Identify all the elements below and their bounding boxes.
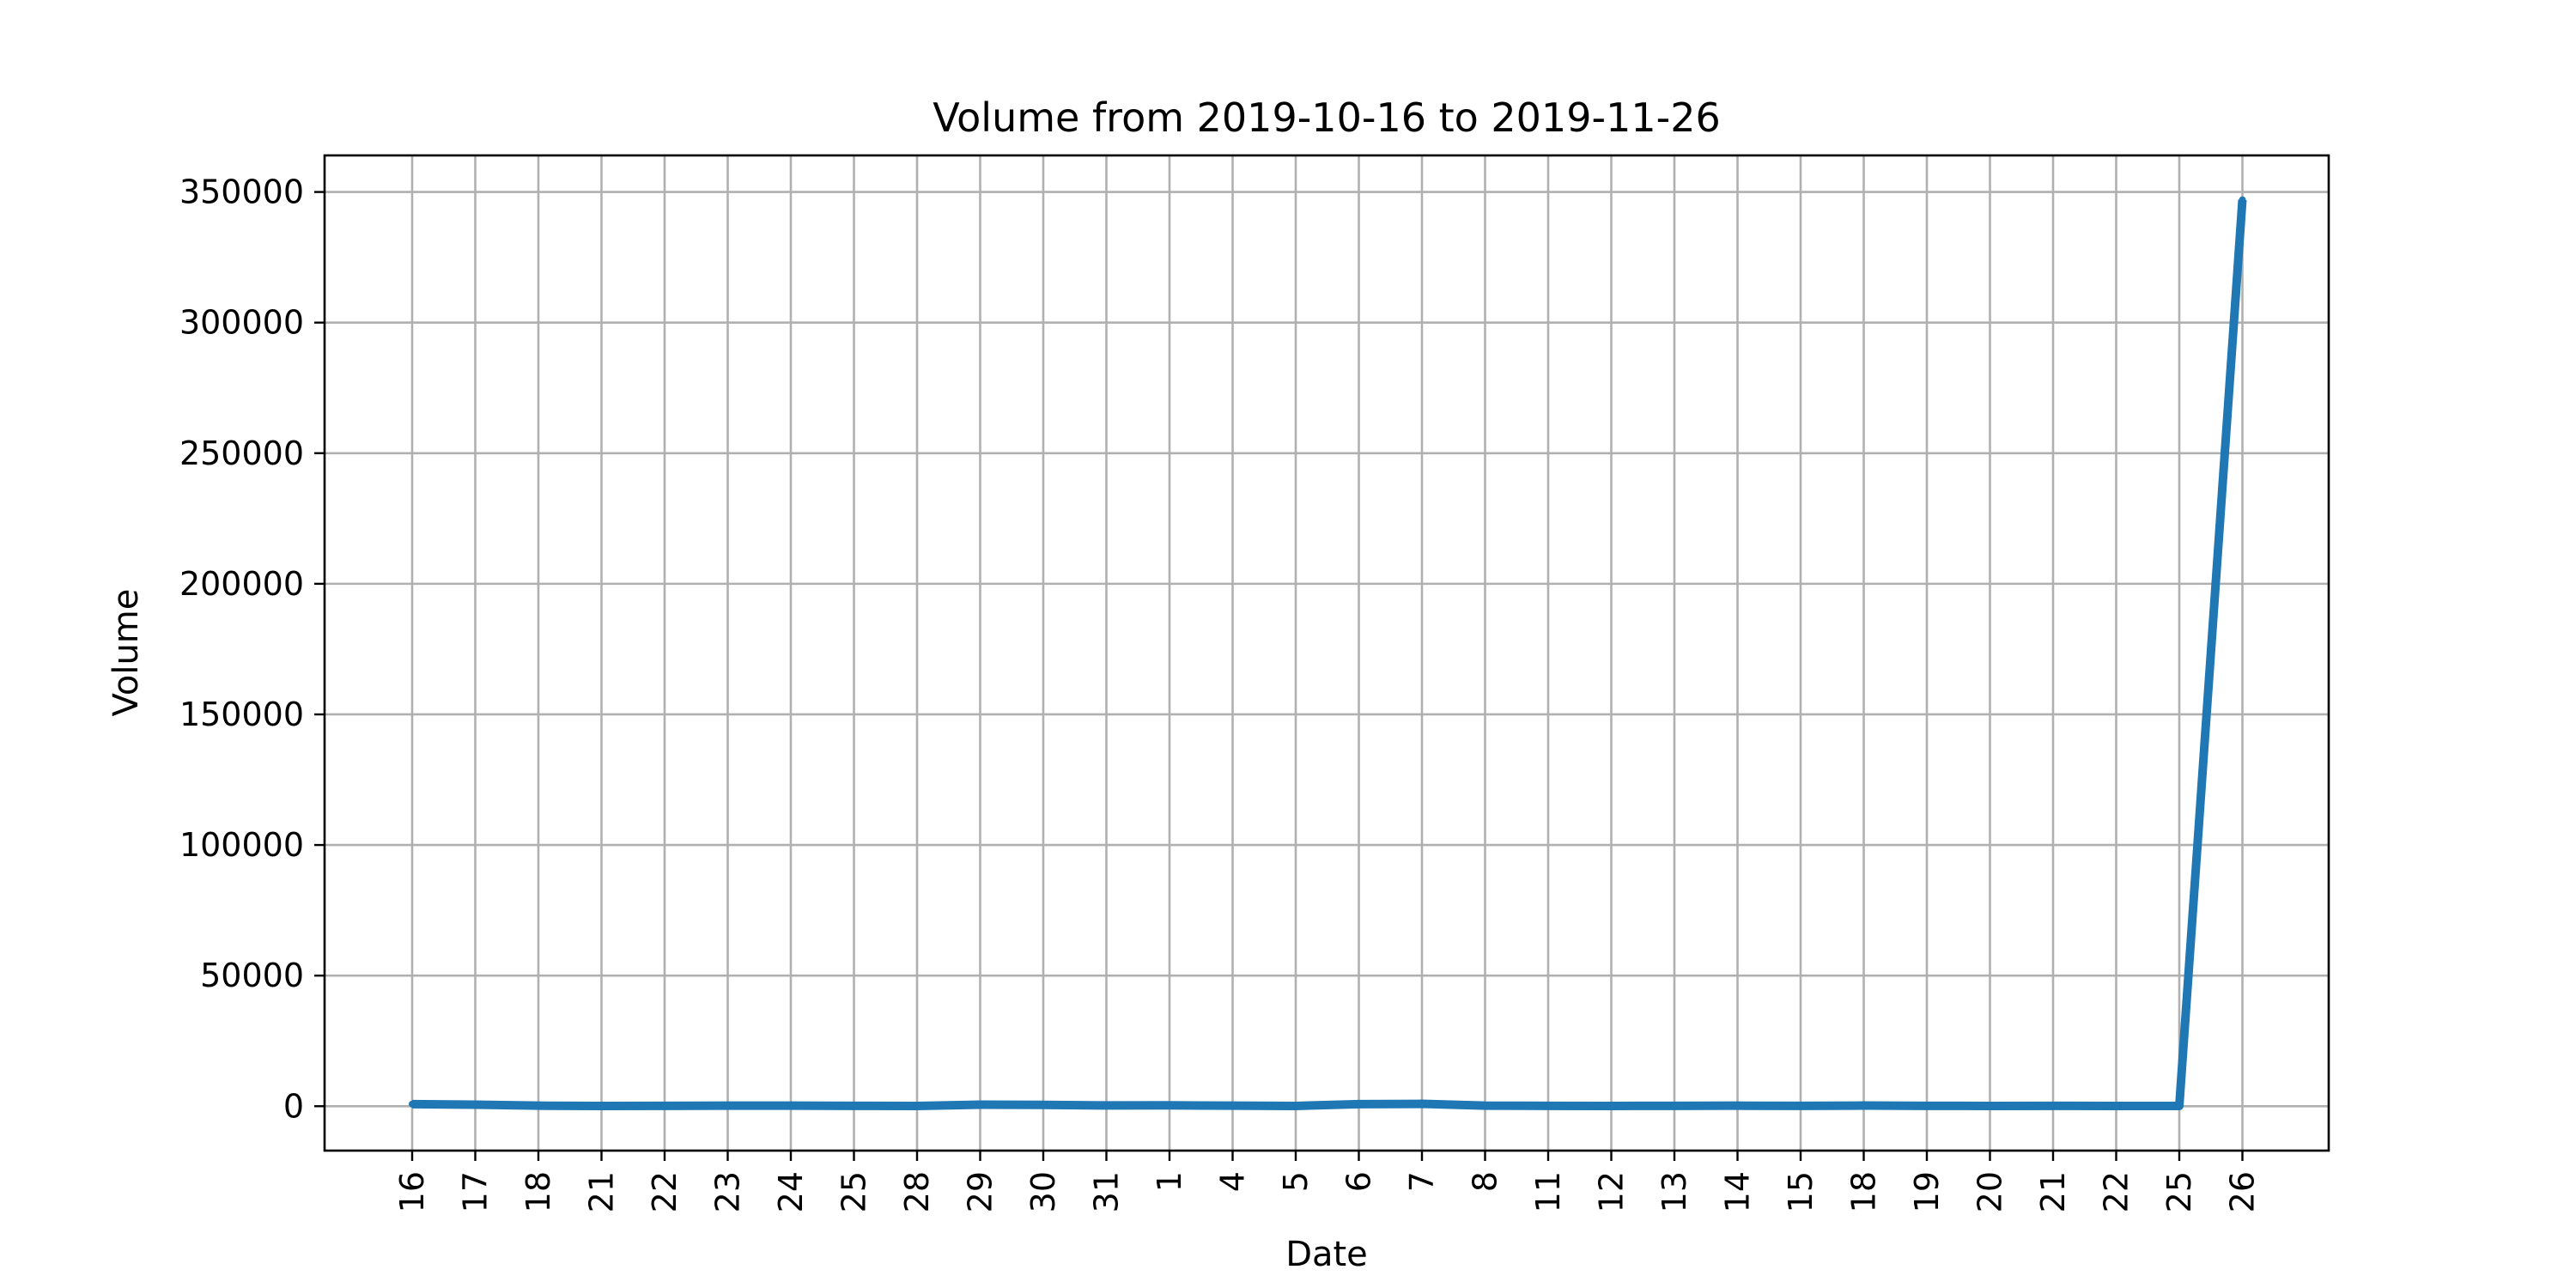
x-tick-label: 6 <box>1340 1171 1378 1192</box>
data-point <box>598 1102 605 1109</box>
series-layer <box>409 196 2247 1110</box>
x-tick-label: 17 <box>457 1171 495 1212</box>
data-point <box>1040 1101 1047 1109</box>
data-point <box>2050 1102 2057 1109</box>
x-tick-label: 7 <box>1403 1171 1441 1192</box>
x-tick-label: 26 <box>2224 1171 2262 1212</box>
y-tick-label: 50000 <box>200 957 304 994</box>
data-point <box>2239 196 2246 204</box>
data-point <box>1797 1102 1804 1109</box>
x-tick-label: 12 <box>1593 1171 1631 1212</box>
x-tick-label: 25 <box>835 1171 873 1212</box>
x-tick-label: 15 <box>1782 1171 1820 1212</box>
y-tick-label: 350000 <box>179 173 304 211</box>
x-tick-label: 19 <box>1908 1171 1946 1212</box>
data-point <box>661 1102 668 1109</box>
x-tick-label: 31 <box>1088 1171 1126 1212</box>
data-point <box>2176 1102 2183 1109</box>
data-point <box>1419 1100 1425 1108</box>
y-tick-label: 300000 <box>179 304 304 342</box>
data-point <box>1103 1102 1110 1109</box>
data-point <box>1292 1102 1299 1109</box>
data-point <box>1860 1102 1868 1109</box>
y-tick-label: 150000 <box>179 696 304 733</box>
data-point <box>1923 1102 1930 1109</box>
x-tick-label: 25 <box>2160 1171 2198 1212</box>
x-tick-label: 18 <box>1845 1171 1883 1212</box>
y-tick-label: 200000 <box>179 565 304 603</box>
data-point <box>535 1102 542 1109</box>
y-tick-label: 250000 <box>179 434 304 472</box>
x-tick-label: 8 <box>1467 1171 1504 1192</box>
data-point <box>976 1101 984 1109</box>
data-point <box>409 1100 416 1108</box>
x-tick-label: 30 <box>1024 1171 1062 1212</box>
data-point <box>1166 1102 1173 1109</box>
x-tick-label: 22 <box>2098 1171 2136 1212</box>
y-tick-label: 100000 <box>179 826 304 864</box>
data-point <box>1734 1102 1741 1109</box>
data-point <box>471 1101 479 1109</box>
x-tick-label: 18 <box>519 1171 557 1212</box>
data-point <box>1986 1102 1994 1109</box>
data-point <box>1545 1102 1552 1109</box>
data-point <box>1671 1102 1678 1109</box>
y-tick-label: 0 <box>283 1087 304 1125</box>
x-tick-label: 11 <box>1529 1171 1567 1212</box>
grid-lines <box>325 155 2329 1151</box>
data-point <box>1229 1102 1236 1109</box>
y-axis-label: Volume <box>106 589 146 717</box>
data-point <box>1481 1102 1489 1109</box>
x-axis-label: Date <box>1285 1235 1368 1274</box>
data-point <box>1355 1100 1363 1108</box>
data-point <box>724 1102 732 1109</box>
axis-ticks: 0 50000 100000 150000 200000 250000 300000 3500… <box>179 173 2262 1213</box>
x-tick-label: 16 <box>393 1171 431 1212</box>
plot-frame <box>323 154 2330 1152</box>
data-point <box>1607 1102 1615 1109</box>
data-point <box>2112 1102 2120 1109</box>
x-tick-label: 14 <box>1719 1171 1757 1212</box>
x-tick-label: 21 <box>583 1171 621 1212</box>
data-point <box>787 1102 794 1109</box>
series-line <box>411 199 2247 1110</box>
chart-title: Volume from 2019-10-16 to 2019-11-26 <box>933 94 1720 141</box>
x-tick-label: 28 <box>898 1171 936 1212</box>
x-tick-label: 13 <box>1656 1171 1693 1212</box>
x-tick-label: 20 <box>1971 1171 2009 1212</box>
x-tick-label: 5 <box>1277 1171 1315 1192</box>
x-tick-label: 22 <box>646 1171 683 1212</box>
x-tick-label: 24 <box>772 1171 810 1212</box>
data-point <box>850 1102 858 1109</box>
x-tick-label: 21 <box>2034 1171 2072 1212</box>
x-tick-label: 23 <box>709 1171 747 1212</box>
x-tick-label: 29 <box>962 1171 999 1212</box>
x-tick-label: 1 <box>1151 1171 1188 1192</box>
data-point <box>914 1102 920 1109</box>
x-tick-label: 4 <box>1214 1171 1252 1192</box>
